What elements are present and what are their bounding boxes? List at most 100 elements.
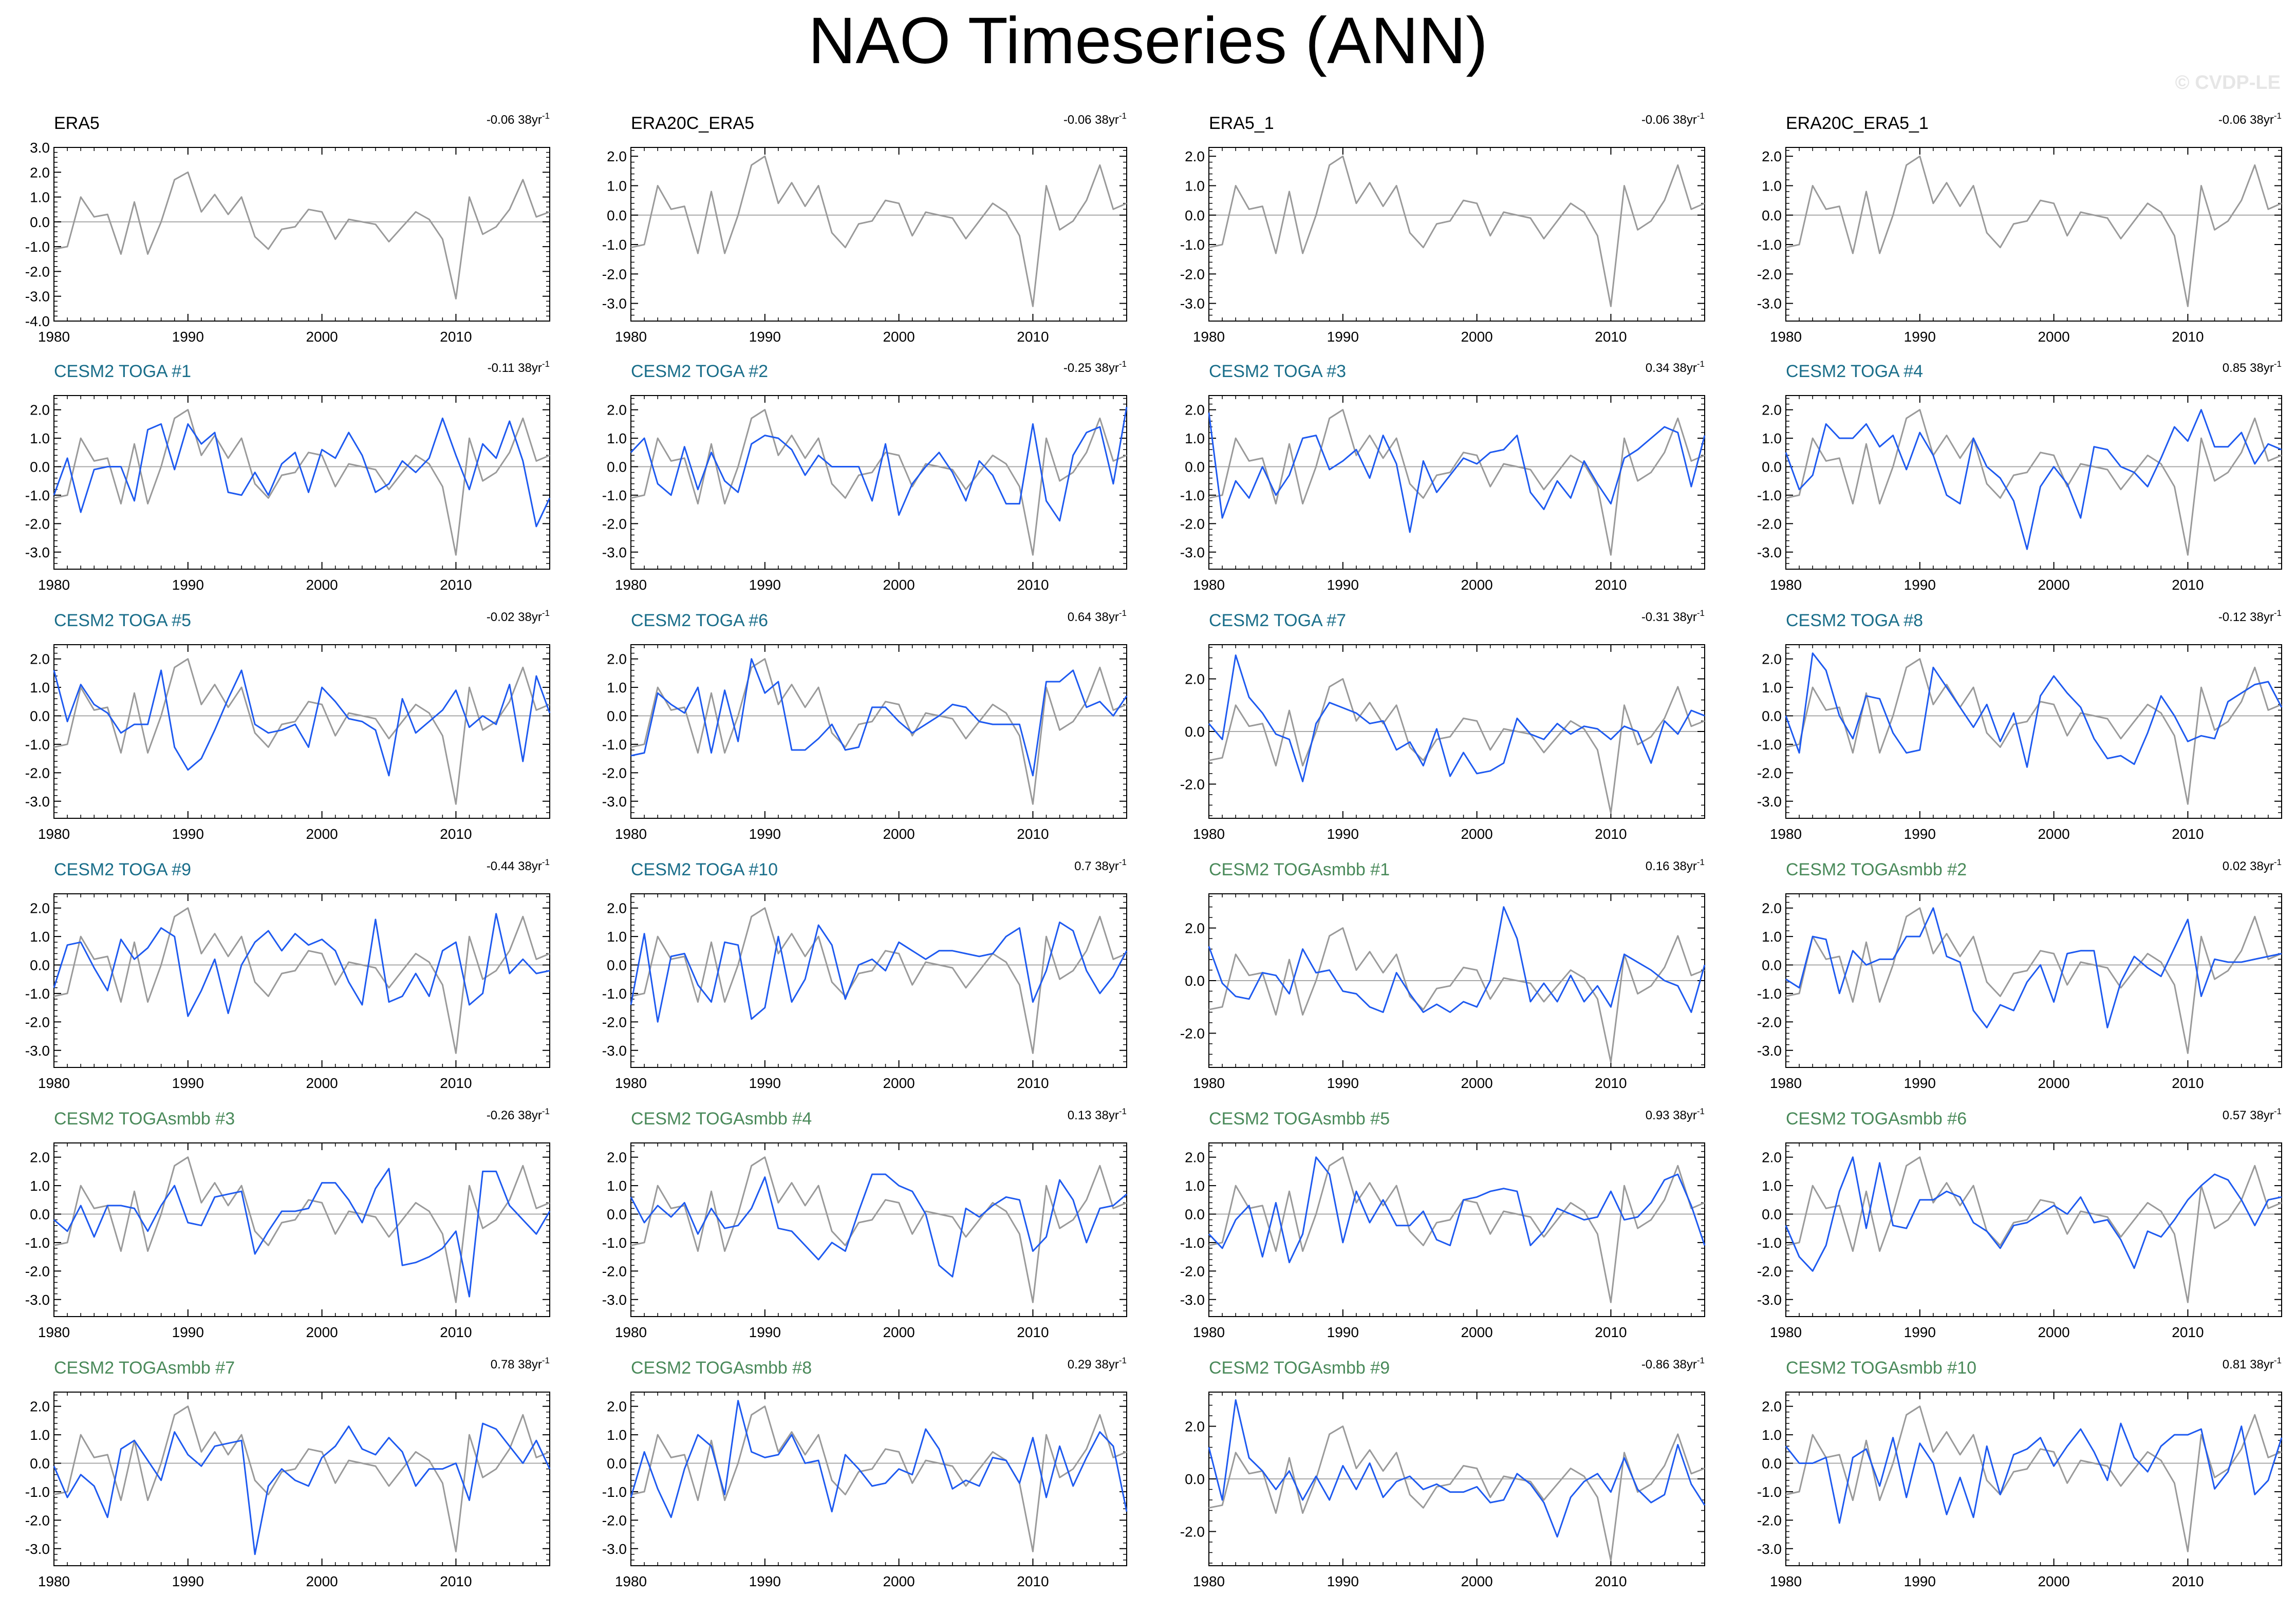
plot-frame <box>1785 644 2282 819</box>
panel-title: CESM2 TOGAsmbb #2 <box>1786 860 1967 879</box>
x-tick-label: 2010 <box>440 1324 472 1340</box>
y-tick-label: -1.0 <box>602 237 627 253</box>
y-tick-label: 0.0 <box>1185 1471 1205 1487</box>
panel-title: ERA5 <box>54 114 100 133</box>
plot-frame <box>53 395 550 570</box>
trend-label: 0.16 38yr-1 <box>1646 857 1705 873</box>
trend-unit-exponent: -1 <box>1697 1106 1705 1116</box>
trend-label: 0.34 38yr-1 <box>1646 359 1705 375</box>
x-tick-label: 2000 <box>1461 826 1492 842</box>
x-tick-label: 1990 <box>1327 1573 1359 1589</box>
x-tick-label: 1990 <box>1904 1324 1936 1340</box>
plot-frame <box>1785 147 2282 322</box>
panel-cesm2-togasmbb-1: CESM2 TOGAsmbb #1 0.16 38yr-1 2.0 0.0 -2.0 19… <box>1180 857 1706 1091</box>
y-tick-label: 2.0 <box>1762 402 1782 418</box>
y-tick-label: -1.0 <box>602 737 627 753</box>
ensemble-series-line <box>1785 1422 2283 1524</box>
x-tick-label: 1990 <box>1327 577 1359 593</box>
trend-label: -0.02 38yr-1 <box>487 608 550 624</box>
trend-label: 0.64 38yr-1 <box>1068 608 1127 624</box>
x-tick-label: 1990 <box>1904 826 1936 842</box>
trend-unit-exponent: -1 <box>542 1356 550 1365</box>
y-tick-label: -1.0 <box>25 487 50 503</box>
y-tick-label: -2.0 <box>1180 776 1205 792</box>
x-tick-label: 1990 <box>172 329 204 345</box>
y-tick-label: 0.0 <box>30 1207 50 1223</box>
x-tick-label: 1990 <box>1327 1324 1359 1340</box>
y-tick-label: 1.0 <box>607 430 627 446</box>
y-tick-label: 2.0 <box>1185 148 1205 164</box>
y-tick-label: 0.0 <box>607 708 627 724</box>
y-tick-label: 1.0 <box>1762 430 1782 446</box>
panel-title: CESM2 TOGA #7 <box>1209 611 1346 630</box>
y-tick-label: -4.0 <box>25 313 50 329</box>
y-tick-label: 2.0 <box>607 1399 627 1415</box>
y-tick-label: 1.0 <box>30 430 50 446</box>
plot-frame <box>630 1142 1127 1317</box>
trend-label: -0.86 38yr-1 <box>1641 1356 1705 1372</box>
ensemble-series-line <box>1208 412 1706 533</box>
plot-frame <box>1785 395 2282 570</box>
y-tick-label: 0.0 <box>1185 1207 1205 1223</box>
y-tick-label: -3.0 <box>1757 1541 1782 1557</box>
watermark: © CVDP-LE <box>2175 72 2281 93</box>
y-tick-label: -2.0 <box>25 1512 50 1528</box>
trend-unit-exponent: -1 <box>542 111 550 121</box>
obs-series-line <box>1785 155 2282 307</box>
panel-cesm2-togasmbb-3: CESM2 TOGAsmbb #3 -0.26 38yr-1 2.0 1.0 0.0 -1… <box>25 1106 551 1340</box>
panel-title: ERA5_1 <box>1209 114 1274 133</box>
y-tick-label: 0.0 <box>30 1456 50 1472</box>
y-tick-label: -1.0 <box>1757 487 1782 503</box>
panel-title: CESM2 TOGA #1 <box>54 362 191 381</box>
panel-title: CESM2 TOGAsmbb #10 <box>1786 1358 1976 1378</box>
x-tick-label: 2000 <box>883 329 914 345</box>
x-tick-label: 1980 <box>615 329 647 345</box>
y-tick-label: 1.0 <box>607 178 627 194</box>
x-tick-label: 2000 <box>2038 329 2069 345</box>
trend-unit-exponent: -1 <box>1119 359 1127 369</box>
plot-frame <box>1208 395 1705 570</box>
y-tick-label: -3.0 <box>602 1541 627 1557</box>
x-tick-label: 1980 <box>1193 577 1225 593</box>
x-tick-label: 1980 <box>38 1573 70 1589</box>
y-tick-label: -3.0 <box>602 1292 627 1308</box>
trend-label: 0.7 38yr-1 <box>1074 857 1127 873</box>
y-tick-label: 2.0 <box>1762 148 1782 164</box>
y-tick-label: -2.0 <box>602 765 627 781</box>
x-tick-label: 1990 <box>749 1075 781 1091</box>
panel-title: CESM2 TOGA #8 <box>1786 611 1923 630</box>
x-tick-label: 2010 <box>440 1075 472 1091</box>
y-tick-label: -3.0 <box>1757 1292 1782 1308</box>
panel-cesm2-togasmbb-4: CESM2 TOGAsmbb #4 0.13 38yr-1 2.0 1.0 0.0 -1.… <box>602 1106 1127 1340</box>
x-tick-label: 2010 <box>440 1573 472 1589</box>
obs-series-line <box>1785 409 2282 556</box>
trend-label: -0.06 38yr-1 <box>1641 111 1705 127</box>
y-tick-label: -1.0 <box>602 1235 627 1251</box>
y-tick-label: -3.0 <box>1757 794 1782 810</box>
x-tick-label: 2000 <box>1461 1324 1492 1340</box>
y-tick-label: 0.0 <box>1185 973 1205 989</box>
y-tick-label: -3.0 <box>25 1541 50 1557</box>
trend-label: 0.57 38yr-1 <box>2223 1106 2282 1122</box>
panel-title: CESM2 TOGA #10 <box>631 860 778 879</box>
x-tick-label: 2010 <box>440 329 472 345</box>
y-tick-label: 1.0 <box>30 929 50 945</box>
x-tick-label: 1990 <box>172 1573 204 1589</box>
y-tick-label: 0.0 <box>30 958 50 973</box>
y-tick-label: 1.0 <box>30 190 50 205</box>
x-tick-label: 2000 <box>883 1075 914 1091</box>
panel-title: CESM2 TOGA #3 <box>1209 362 1346 381</box>
y-tick-label: 2.0 <box>607 148 627 164</box>
y-tick-label: -2.0 <box>25 1263 50 1279</box>
y-tick-label: 1.0 <box>1762 178 1782 194</box>
obs-series-line <box>630 1156 1127 1303</box>
y-tick-label: -1.0 <box>602 487 627 503</box>
y-tick-label: 0.0 <box>30 214 50 230</box>
obs-series-line <box>1208 409 1705 556</box>
x-tick-label: 2000 <box>306 826 338 842</box>
y-tick-label: 2.0 <box>30 402 50 418</box>
obs-series-line <box>630 658 1127 805</box>
ensemble-series-line <box>53 913 550 1017</box>
y-tick-label: -3.0 <box>602 545 627 560</box>
panel-cesm2-toga-6: CESM2 TOGA #6 0.64 38yr-1 2.0 1.0 0.0 -1.0 -2.… <box>602 608 1128 842</box>
